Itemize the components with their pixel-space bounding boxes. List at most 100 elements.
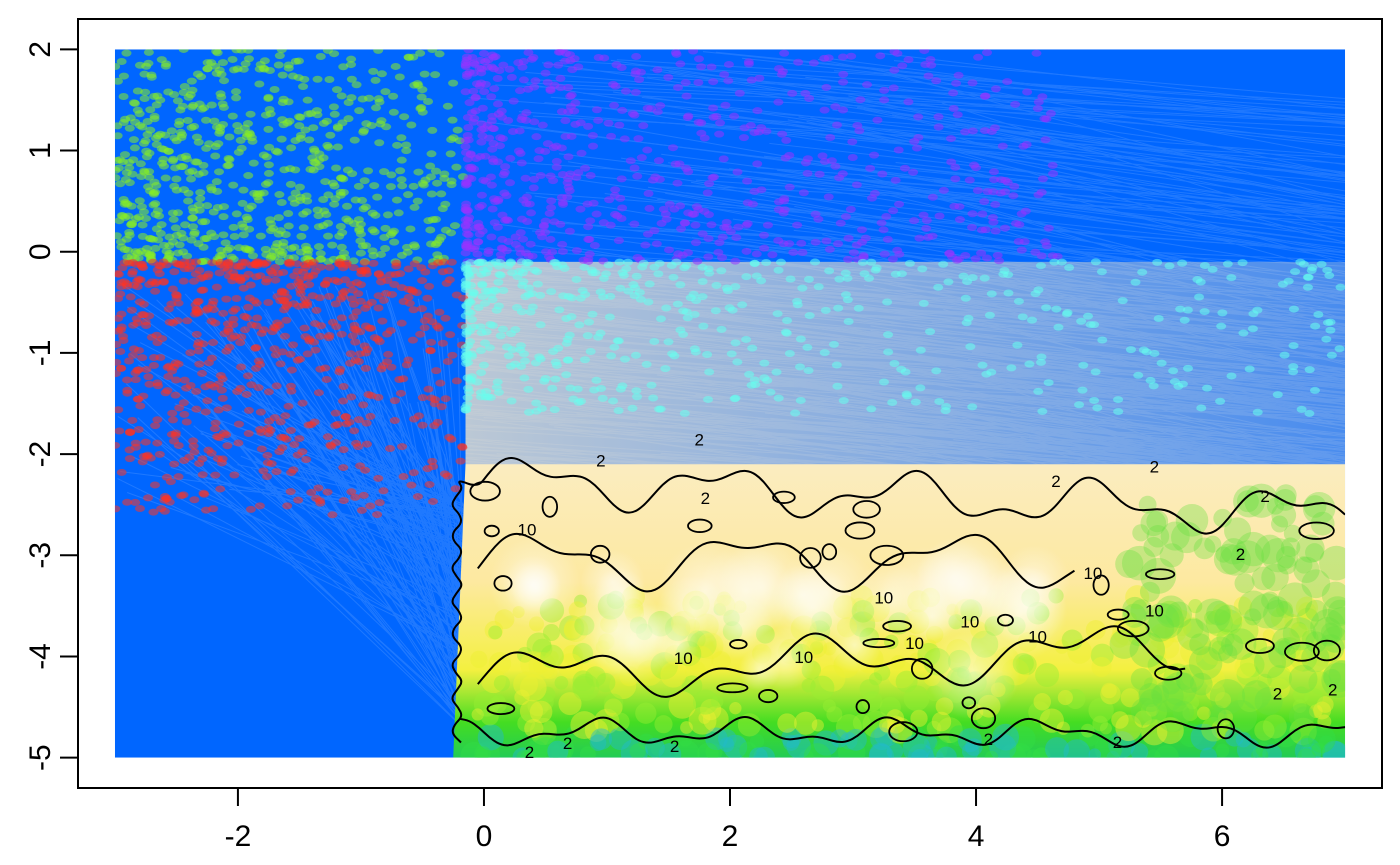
data-point <box>426 338 437 346</box>
data-point <box>313 212 324 220</box>
data-point <box>847 138 858 146</box>
density-speckle <box>1204 668 1225 689</box>
trajectory-line <box>126 492 466 617</box>
data-point <box>506 73 517 81</box>
density-speckle <box>1298 602 1317 621</box>
density-speckle <box>799 749 814 758</box>
data-point <box>537 121 548 129</box>
data-point <box>535 321 546 329</box>
density-speckle <box>481 668 506 694</box>
density-speckle <box>1181 663 1206 688</box>
data-point <box>360 466 371 474</box>
contour-island <box>855 699 870 715</box>
data-point <box>587 132 598 140</box>
data-point <box>424 481 435 489</box>
data-point <box>261 251 272 259</box>
data-point <box>269 414 280 422</box>
data-point <box>549 406 560 414</box>
trajectory-line <box>265 422 466 660</box>
density-speckle <box>1208 704 1226 722</box>
data-point <box>245 505 256 513</box>
y-tick-label: -2 <box>24 441 57 468</box>
density-speckle <box>1211 719 1232 739</box>
data-point <box>169 437 180 445</box>
data-point <box>1217 309 1228 317</box>
data-point <box>1049 258 1060 266</box>
contour-label: 2 <box>1260 487 1269 506</box>
data-point <box>747 344 758 352</box>
trajectory-line <box>257 336 466 725</box>
data-point <box>531 133 542 141</box>
contour-island <box>1106 608 1130 621</box>
data-point <box>243 172 254 180</box>
data-point <box>557 240 568 248</box>
data-point <box>221 404 232 412</box>
data-point <box>374 499 385 507</box>
data-point <box>593 116 604 124</box>
data-point <box>286 387 297 395</box>
data-point <box>330 300 341 308</box>
data-point <box>170 224 181 232</box>
data-point <box>994 257 1005 265</box>
trajectory-line <box>201 398 466 729</box>
density-speckle <box>1235 731 1252 748</box>
data-point <box>170 391 181 399</box>
data-point <box>773 206 784 214</box>
data-point <box>663 73 674 81</box>
data-point <box>129 144 140 152</box>
data-point <box>772 310 783 318</box>
density-speckle <box>862 691 883 712</box>
data-point <box>118 196 129 204</box>
density-speckle <box>732 734 746 748</box>
data-point <box>1077 386 1088 394</box>
data-point <box>160 389 171 397</box>
density-speckle <box>903 685 930 712</box>
data-point <box>1096 268 1107 276</box>
data-point <box>383 350 394 358</box>
density-speckle <box>1220 633 1244 657</box>
contour-10-lower <box>477 625 1186 698</box>
data-point <box>606 352 617 360</box>
data-point <box>116 468 127 476</box>
data-point <box>1182 364 1193 372</box>
data-point <box>228 181 239 189</box>
data-point <box>1040 136 1051 144</box>
data-point <box>349 427 360 435</box>
density-speckle <box>1130 668 1153 691</box>
data-point <box>503 352 514 360</box>
data-point <box>1076 317 1087 325</box>
data-point <box>134 505 145 513</box>
data-point <box>673 83 684 91</box>
data-point <box>644 280 655 288</box>
density-glow <box>656 623 699 667</box>
data-point <box>585 172 596 180</box>
data-point <box>283 222 294 230</box>
data-point <box>1164 262 1175 270</box>
data-point <box>135 260 146 268</box>
data-point <box>409 203 420 211</box>
data-point <box>486 93 497 101</box>
data-point <box>650 173 661 181</box>
contour-island <box>758 689 779 704</box>
density-speckle <box>660 661 687 688</box>
density-speckle <box>911 748 929 758</box>
density-speckle <box>1249 593 1285 629</box>
data-point <box>236 363 247 371</box>
density-speckle <box>1262 629 1275 642</box>
trajectory-line <box>864 109 1346 213</box>
data-point <box>1012 341 1023 349</box>
point-group-1 <box>460 49 1063 266</box>
contour-island <box>486 702 516 716</box>
density-speckle <box>868 743 894 758</box>
data-point <box>114 77 123 85</box>
data-point <box>178 277 189 285</box>
density-speckle <box>1182 617 1204 639</box>
density-speckle <box>1149 623 1175 650</box>
data-point <box>599 54 610 62</box>
data-point <box>633 135 644 143</box>
data-point <box>951 79 962 87</box>
data-point <box>508 97 519 105</box>
data-point <box>222 442 233 450</box>
y-tick-label: -5 <box>24 744 57 771</box>
data-point <box>201 144 212 152</box>
